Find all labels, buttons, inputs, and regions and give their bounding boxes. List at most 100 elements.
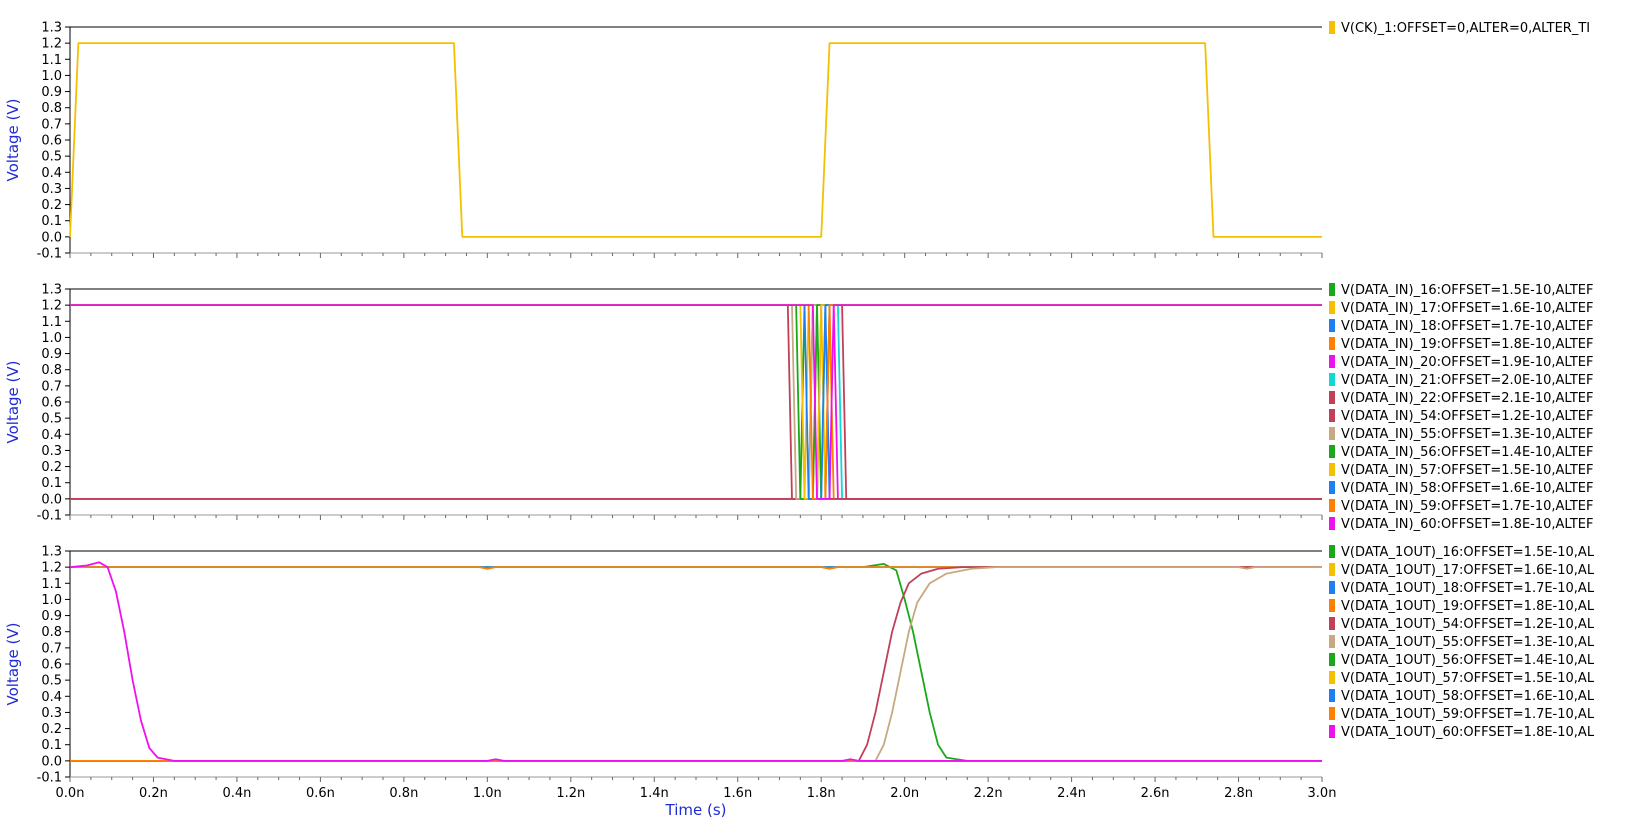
legend-swatch <box>1329 373 1335 386</box>
legend-swatch <box>1329 599 1335 612</box>
y-tick-label: 1.1 <box>41 315 62 330</box>
y-tick-label: 1.1 <box>41 53 62 68</box>
y-axis-title: Voltage (V) <box>4 361 22 444</box>
series-line-2-9 <box>70 304 1322 500</box>
legend-entry: V(DATA_1OUT)_59:OFFSET=1.7E-10,AL <box>1341 707 1595 722</box>
legend-swatch <box>1329 517 1335 530</box>
legend-entry: V(DATA_IN)_19:OFFSET=1.8E-10,ALTEF <box>1341 337 1594 352</box>
series-line-2-1 <box>70 304 1322 500</box>
legend-entry: V(DATA_1OUT)_17:OFFSET=1.6E-10,AL <box>1341 563 1595 578</box>
x-tick-label: 1.2n <box>556 786 585 801</box>
legend-entry: V(DATA_1OUT)_57:OFFSET=1.5E-10,AL <box>1341 671 1595 686</box>
series-line-2-13 <box>70 304 1322 500</box>
y-tick-label: 0.5 <box>41 412 62 427</box>
series-line-2-5 <box>70 304 1322 500</box>
y-tick-label: 1.2 <box>41 299 62 314</box>
y-tick-label: 0.6 <box>41 396 62 411</box>
y-tick-label: 0.9 <box>41 609 62 624</box>
legend-entry: V(CK)_1:OFFSET=0,ALTER=0,ALTER_TI <box>1341 21 1590 36</box>
legend-swatch <box>1329 319 1335 332</box>
y-tick-label: 0.3 <box>41 706 62 721</box>
series-line-2-4 <box>70 304 1322 500</box>
series-line-1-1 <box>69 42 1322 238</box>
y-tick-label: 0.7 <box>41 117 62 132</box>
y-tick-label: 0.1 <box>41 476 62 491</box>
panel-1: 1.31.21.11.00.90.80.7 0.60.50.40.30.20.10… <box>4 21 1590 262</box>
legend-entry: V(DATA_1OUT)_60:OFFSET=1.8E-10,AL <box>1341 725 1595 740</box>
x-tick-label: 2.4n <box>1057 786 1086 801</box>
x-tick-label: 0.0n <box>56 786 85 801</box>
y-tick-label: 0.1 <box>41 738 62 753</box>
legend-swatch <box>1329 671 1335 684</box>
legend-swatch <box>1329 545 1335 558</box>
legend-swatch <box>1329 391 1335 404</box>
legend-entry: V(DATA_1OUT)_54:OFFSET=1.2E-10,AL <box>1341 617 1595 632</box>
legend-entry: V(DATA_IN)_58:OFFSET=1.6E-10,ALTEF <box>1341 481 1594 496</box>
series-line-2-8 <box>70 304 1322 500</box>
legend-swatch <box>1329 463 1335 476</box>
x-tick-label: 0.6n <box>306 786 335 801</box>
y-tick-label: 0.2 <box>41 722 62 737</box>
y-tick-label: 1.0 <box>41 593 62 608</box>
y-tick-label: 0.0 <box>41 754 62 769</box>
y-tick-label: 0.8 <box>41 625 62 640</box>
legend-entry: V(DATA_IN)_55:OFFSET=1.3E-10,ALTEF <box>1341 427 1594 442</box>
legend-swatch <box>1329 707 1335 720</box>
legend-entry: V(DATA_IN)_54:OFFSET=1.2E-10,ALTEF <box>1341 409 1594 424</box>
x-tick-label: 1.6n <box>723 786 752 801</box>
series-line-2-10 <box>70 304 1322 500</box>
series-line-2-6 <box>70 304 1322 500</box>
legend-entry: V(DATA_IN)_17:OFFSET=1.6E-10,ALTEF <box>1341 301 1594 316</box>
legend-swatch <box>1329 337 1335 350</box>
y-tick-label: 0.0 <box>41 492 62 507</box>
y-tick-label: 0.3 <box>41 444 62 459</box>
legend-swatch <box>1329 725 1335 738</box>
legend-entry: V(DATA_IN)_56:OFFSET=1.4E-10,ALTEF <box>1341 445 1594 460</box>
series-line-3-11 <box>69 561 1322 762</box>
legend-entry: V(DATA_1OUT)_18:OFFSET=1.7E-10,AL <box>1341 581 1595 596</box>
y-tick-label: 0.9 <box>41 347 62 362</box>
y-tick-label: 1.3 <box>41 545 62 560</box>
legend-swatch <box>1329 499 1335 512</box>
y-tick-label: 1.2 <box>41 561 62 576</box>
y-tick-label: 0.1 <box>41 214 62 229</box>
x-tick-label: 1.8n <box>807 786 836 801</box>
y-tick-label: 1.3 <box>41 21 62 36</box>
legend-entry: V(DATA_IN)_20:OFFSET=1.9E-10,ALTEF <box>1341 355 1594 370</box>
legend-swatch <box>1329 427 1335 440</box>
y-tick-label: -0.1 <box>37 247 62 262</box>
legend-entry: V(DATA_IN)_57:OFFSET=1.5E-10,ALTEF <box>1341 463 1594 478</box>
legend-swatch <box>1329 301 1335 314</box>
y-tick-label: 1.0 <box>41 331 62 346</box>
y-tick-label: 1.0 <box>41 69 62 84</box>
legend-entry: V(DATA_1OUT)_16:OFFSET=1.5E-10,AL <box>1341 545 1595 560</box>
y-tick-label: 1.3 <box>41 283 62 298</box>
y-tick-label: 0.2 <box>41 198 62 213</box>
panel-3: 1.31.21.11.00.90.80.7 0.60.50.40.30.20.10… <box>4 545 1595 786</box>
x-tick-label: 1.4n <box>640 786 669 801</box>
x-tick-label: 2.2n <box>974 786 1003 801</box>
y-tick-label: 0.9 <box>41 85 62 100</box>
y-tick-label: 1.2 <box>41 37 62 52</box>
y-tick-label: 0.4 <box>41 166 62 181</box>
legend-entry: V(DATA_1OUT)_55:OFFSET=1.3E-10,AL <box>1341 635 1595 650</box>
x-tick-label: 0.8n <box>389 786 418 801</box>
y-tick-label: 0.3 <box>41 182 62 197</box>
series-line-2-12 <box>70 304 1322 500</box>
legend-swatch <box>1329 21 1335 34</box>
legend-swatch <box>1329 481 1335 494</box>
legend-entry: V(DATA_IN)_22:OFFSET=2.1E-10,ALTEF <box>1341 391 1594 406</box>
legend-entry: V(DATA_1OUT)_56:OFFSET=1.4E-10,AL <box>1341 653 1595 668</box>
legend-swatch <box>1329 653 1335 666</box>
legend-swatch <box>1329 409 1335 422</box>
legend-entry: V(DATA_1OUT)_58:OFFSET=1.6E-10,AL <box>1341 689 1595 704</box>
y-axis-title: Voltage (V) <box>4 623 22 706</box>
legend-swatch <box>1329 581 1335 594</box>
x-tick-label: 0.4n <box>222 786 251 801</box>
legend-entry: V(DATA_IN)_18:OFFSET=1.7E-10,ALTEF <box>1341 319 1594 334</box>
legend-swatch <box>1329 355 1335 368</box>
y-axis-title: Voltage (V) <box>4 99 22 182</box>
y-tick-label: 0.6 <box>41 134 62 149</box>
x-tick-label: 2.6n <box>1141 786 1170 801</box>
